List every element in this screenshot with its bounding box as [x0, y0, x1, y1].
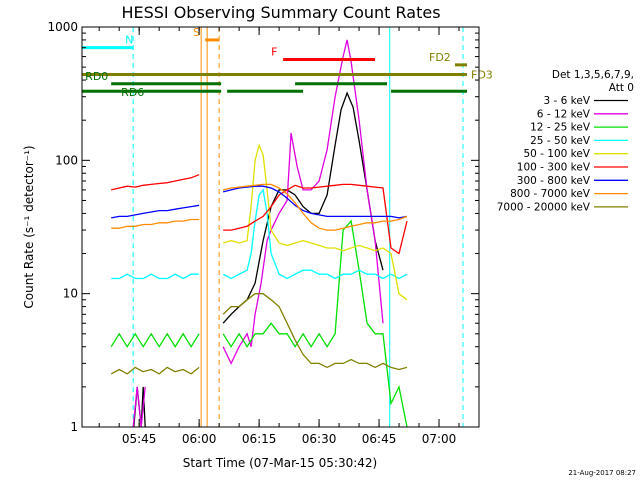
legend-label-7000-20000-kev: 7000 - 20000 keV [497, 201, 591, 213]
series-line-7000-20000-kev-2 [222, 293, 408, 371]
series-100-300-kev [111, 174, 408, 255]
series-300-800-kev [111, 185, 408, 219]
chart-title: HESSI Observing Summary Count Rates [121, 3, 440, 22]
annotation-label-n: N [125, 34, 133, 47]
series-line-100-300-kev-1 [111, 174, 200, 191]
y-tick-label-1: 1 [70, 420, 78, 434]
legend-label-12-25-kev: 12 - 25 keV [530, 122, 591, 134]
legend-label-800-7000-kev: 800 - 7000 keV [510, 188, 591, 200]
series-line-800-7000-kev-1 [111, 218, 200, 229]
series-800-7000-kev [111, 183, 408, 231]
axes-group: 05:45 06:00 06:15 06:30 06:45 07:00 1 10 100 1000 [47, 20, 480, 446]
series-line-7000-20000-kev-1 [110, 366, 200, 375]
x-tick-label-06-30: 06:30 [302, 432, 337, 446]
series-25-50-kev [111, 188, 408, 280]
annotation-label-fd3: FD3 [471, 69, 493, 82]
annotation-label-fd2: FD2 [429, 51, 451, 64]
legend-label-300-800-kev: 300 - 800 keV [517, 175, 591, 187]
legend-label-6-12-kev: 6 - 12 keV [537, 108, 591, 120]
series-line-50-100-kev-1 [222, 143, 408, 301]
plot-frame [81, 26, 480, 428]
annotation-bars: N S F FD2 FD3 RD0 RD6 [82, 26, 493, 99]
x-tick-label-06-45: 06:45 [362, 432, 397, 446]
annotation-label-rd6: RD6 [121, 86, 144, 99]
series-group [110, 39, 408, 428]
x-axis-label: Start Time (07-Mar-15 05:30:42) [183, 456, 377, 470]
legend-label-50-100-kev: 50 - 100 keV [523, 148, 590, 160]
legend-label-100-300-kev: 100 - 300 keV [517, 162, 591, 174]
y-tick-label-10: 10 [63, 287, 78, 301]
series-line-100-300-kev-2 [223, 183, 408, 255]
series-line-6-12-kev-1 [132, 386, 146, 428]
series-50-100-kev [222, 143, 408, 301]
series-line-25-50-kev-2 [222, 188, 408, 280]
y-tick-label-1000: 1000 [47, 20, 78, 34]
series-line-3-6-kev-2 [222, 91, 384, 324]
annotation-label-s: S [193, 26, 200, 39]
annotation-label-f: F [271, 46, 277, 59]
series-line-800-7000-kev-2 [222, 183, 408, 231]
series-line-6-12-kev-2 [222, 39, 384, 365]
series-7000-20000-kev [110, 293, 408, 375]
series-line-12-25-kev-1 [110, 332, 200, 348]
legend-header-line1: Det 1,3,5,6,7,9, [552, 69, 634, 81]
annotation-label-rd0: RD0 [85, 70, 108, 83]
y-tick-label-100: 100 [55, 153, 78, 167]
vertical-marker-lines [81, 27, 464, 427]
y-axis-label: Count Rate (s⁻¹ detector⁻¹) [22, 145, 36, 308]
series-line-300-800-kev-1 [111, 204, 200, 219]
series-line-300-800-kev-2 [222, 185, 408, 219]
x-tick-label-06-15: 06:15 [242, 432, 277, 446]
x-tick-label-05-45: 05:45 [122, 432, 157, 446]
footer-date: 21-Aug-2017 08:27 [568, 469, 636, 477]
legend-label-25-50-kev: 25 - 50 keV [530, 135, 591, 147]
series-line-25-50-kev-1 [111, 273, 200, 280]
series-line-12-25-kev-2 [222, 219, 408, 428]
series-3-6-kev [133, 91, 384, 428]
series-12-25-kev [110, 219, 408, 428]
legend-label-3-6-kev: 3 - 6 keV [543, 95, 590, 107]
series-6-12-kev [132, 39, 384, 428]
legend-header-line2: Att 0 [609, 82, 634, 94]
x-tick-label-06-00: 06:00 [182, 432, 217, 446]
x-tick-label-07-00: 07:00 [422, 432, 457, 446]
